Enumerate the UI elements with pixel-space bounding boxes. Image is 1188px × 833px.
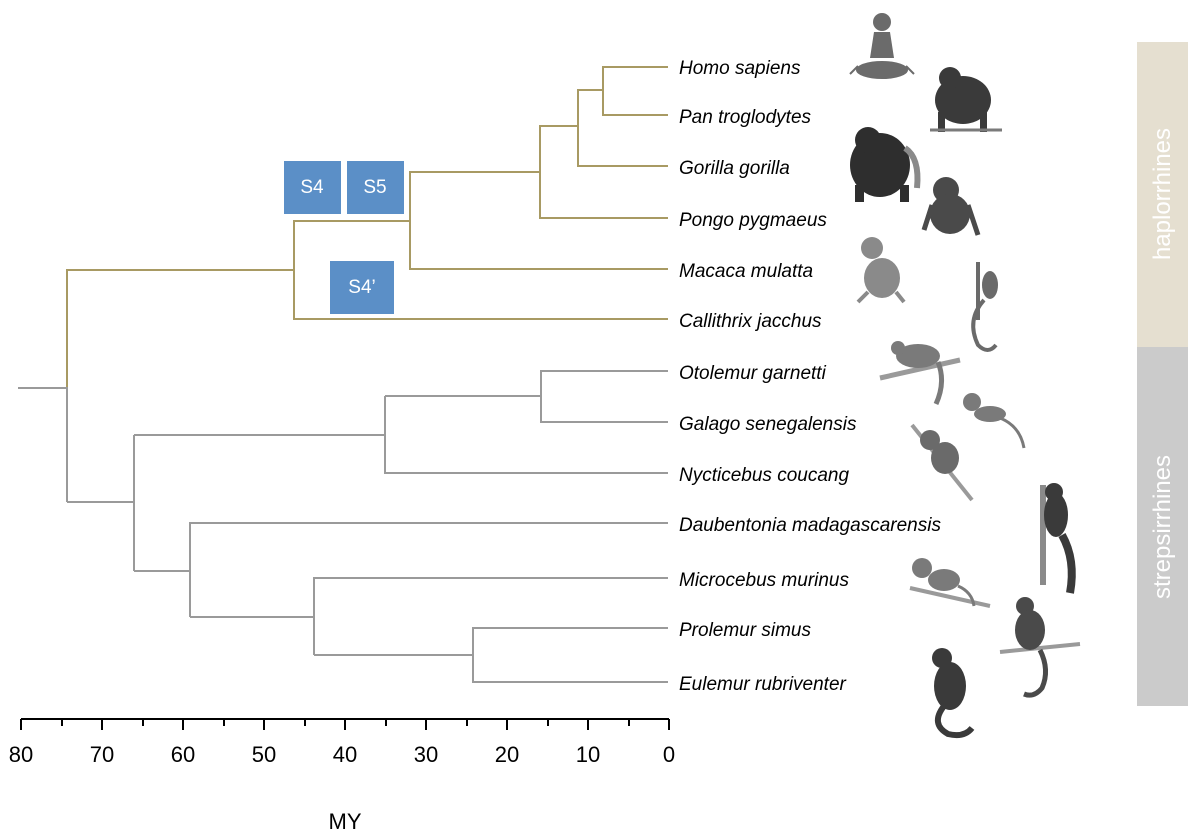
axis-ticks (20, 719, 670, 730)
species-label: Pan troglodytes (679, 107, 812, 128)
tick-label: 0 (663, 742, 675, 767)
tick-label: 60 (171, 742, 195, 767)
species-label: Pongo pygmaeus (679, 210, 827, 231)
branch-primate-root-top (66, 269, 294, 390)
event-label-s4-prime: S4’ (348, 277, 375, 298)
haplorrhines-band: haplorrhines (1137, 42, 1188, 347)
branch-lemurids (190, 577, 668, 655)
branch-homo-pan (602, 66, 668, 116)
eulemur-illustration (932, 648, 975, 739)
branch-galagos (385, 370, 668, 423)
strepsirrhines-band: strepsirrhines (1137, 347, 1188, 706)
gorilla-illustration (850, 127, 921, 202)
species-labels: Homo sapiens Pan troglodytes Gorilla gor… (679, 58, 941, 695)
event-label-s4: S4 (300, 177, 324, 198)
species-label: Homo sapiens (679, 58, 801, 79)
branch-root (18, 387, 68, 502)
species-label: Macaca mulatta (679, 261, 813, 282)
branch-great-apes-inner (577, 89, 668, 167)
branch-lorisiformes (134, 396, 668, 474)
axis-title: MY (329, 809, 362, 833)
branch-strepsirrhines (67, 435, 135, 503)
animal-illustrations (849, 13, 1081, 739)
species-label: Microcebus murinus (679, 570, 849, 591)
tick-label: 30 (414, 742, 438, 767)
species-label: Gorilla gorilla (679, 158, 790, 179)
otolemur-illustration (879, 341, 961, 406)
tick-label: 70 (90, 742, 114, 767)
tick-label: 20 (495, 742, 519, 767)
event-box-s5: S5 (347, 161, 404, 214)
branch-great-apes (539, 125, 668, 219)
mouse-lemur-illustration (909, 558, 991, 608)
event-box-s4-prime: S4’ (330, 261, 394, 314)
species-label: Galago senegalensis (679, 414, 857, 435)
species-label: Callithrix jacchus (679, 311, 822, 332)
branch-lemuriformes (134, 522, 668, 617)
axis-tick-labels: 80 70 60 50 40 30 20 10 0 (9, 742, 675, 767)
orangutan-illustration (921, 177, 981, 236)
strepsirrhine-branches (18, 370, 668, 683)
galago-illustration (963, 393, 1026, 449)
tick-label: 80 (9, 742, 33, 767)
prolemur-illustration (999, 597, 1081, 698)
tick-label: 40 (333, 742, 357, 767)
chimpanzee-illustration (930, 67, 1002, 132)
tick-label: 50 (252, 742, 276, 767)
event-box-s4: S4 (284, 161, 341, 214)
branch-prolemur-eulemur (314, 627, 668, 683)
species-label: Nycticebus coucang (679, 465, 849, 486)
loris-illustration (910, 423, 974, 502)
human-illustration (849, 13, 915, 79)
time-axis: 80 70 60 50 40 30 20 10 0 MY (9, 718, 675, 833)
species-label: Otolemur garnetti (679, 363, 827, 384)
aye-aye-illustration (1040, 483, 1076, 594)
group-label-strepsirrhines: strepsirrhines (1149, 455, 1176, 599)
haplorrhine-branches (66, 66, 668, 390)
tick-label: 10 (576, 742, 600, 767)
species-label: Eulemur rubriventer (679, 674, 847, 695)
species-label: Daubentonia madagascarensis (679, 515, 941, 536)
species-label: Prolemur simus (679, 620, 811, 641)
group-label-haplorrhines: haplorrhines (1149, 128, 1176, 260)
macaque-illustration (856, 237, 906, 304)
event-label-s5: S5 (363, 177, 386, 198)
marmoset-illustration (971, 262, 998, 352)
